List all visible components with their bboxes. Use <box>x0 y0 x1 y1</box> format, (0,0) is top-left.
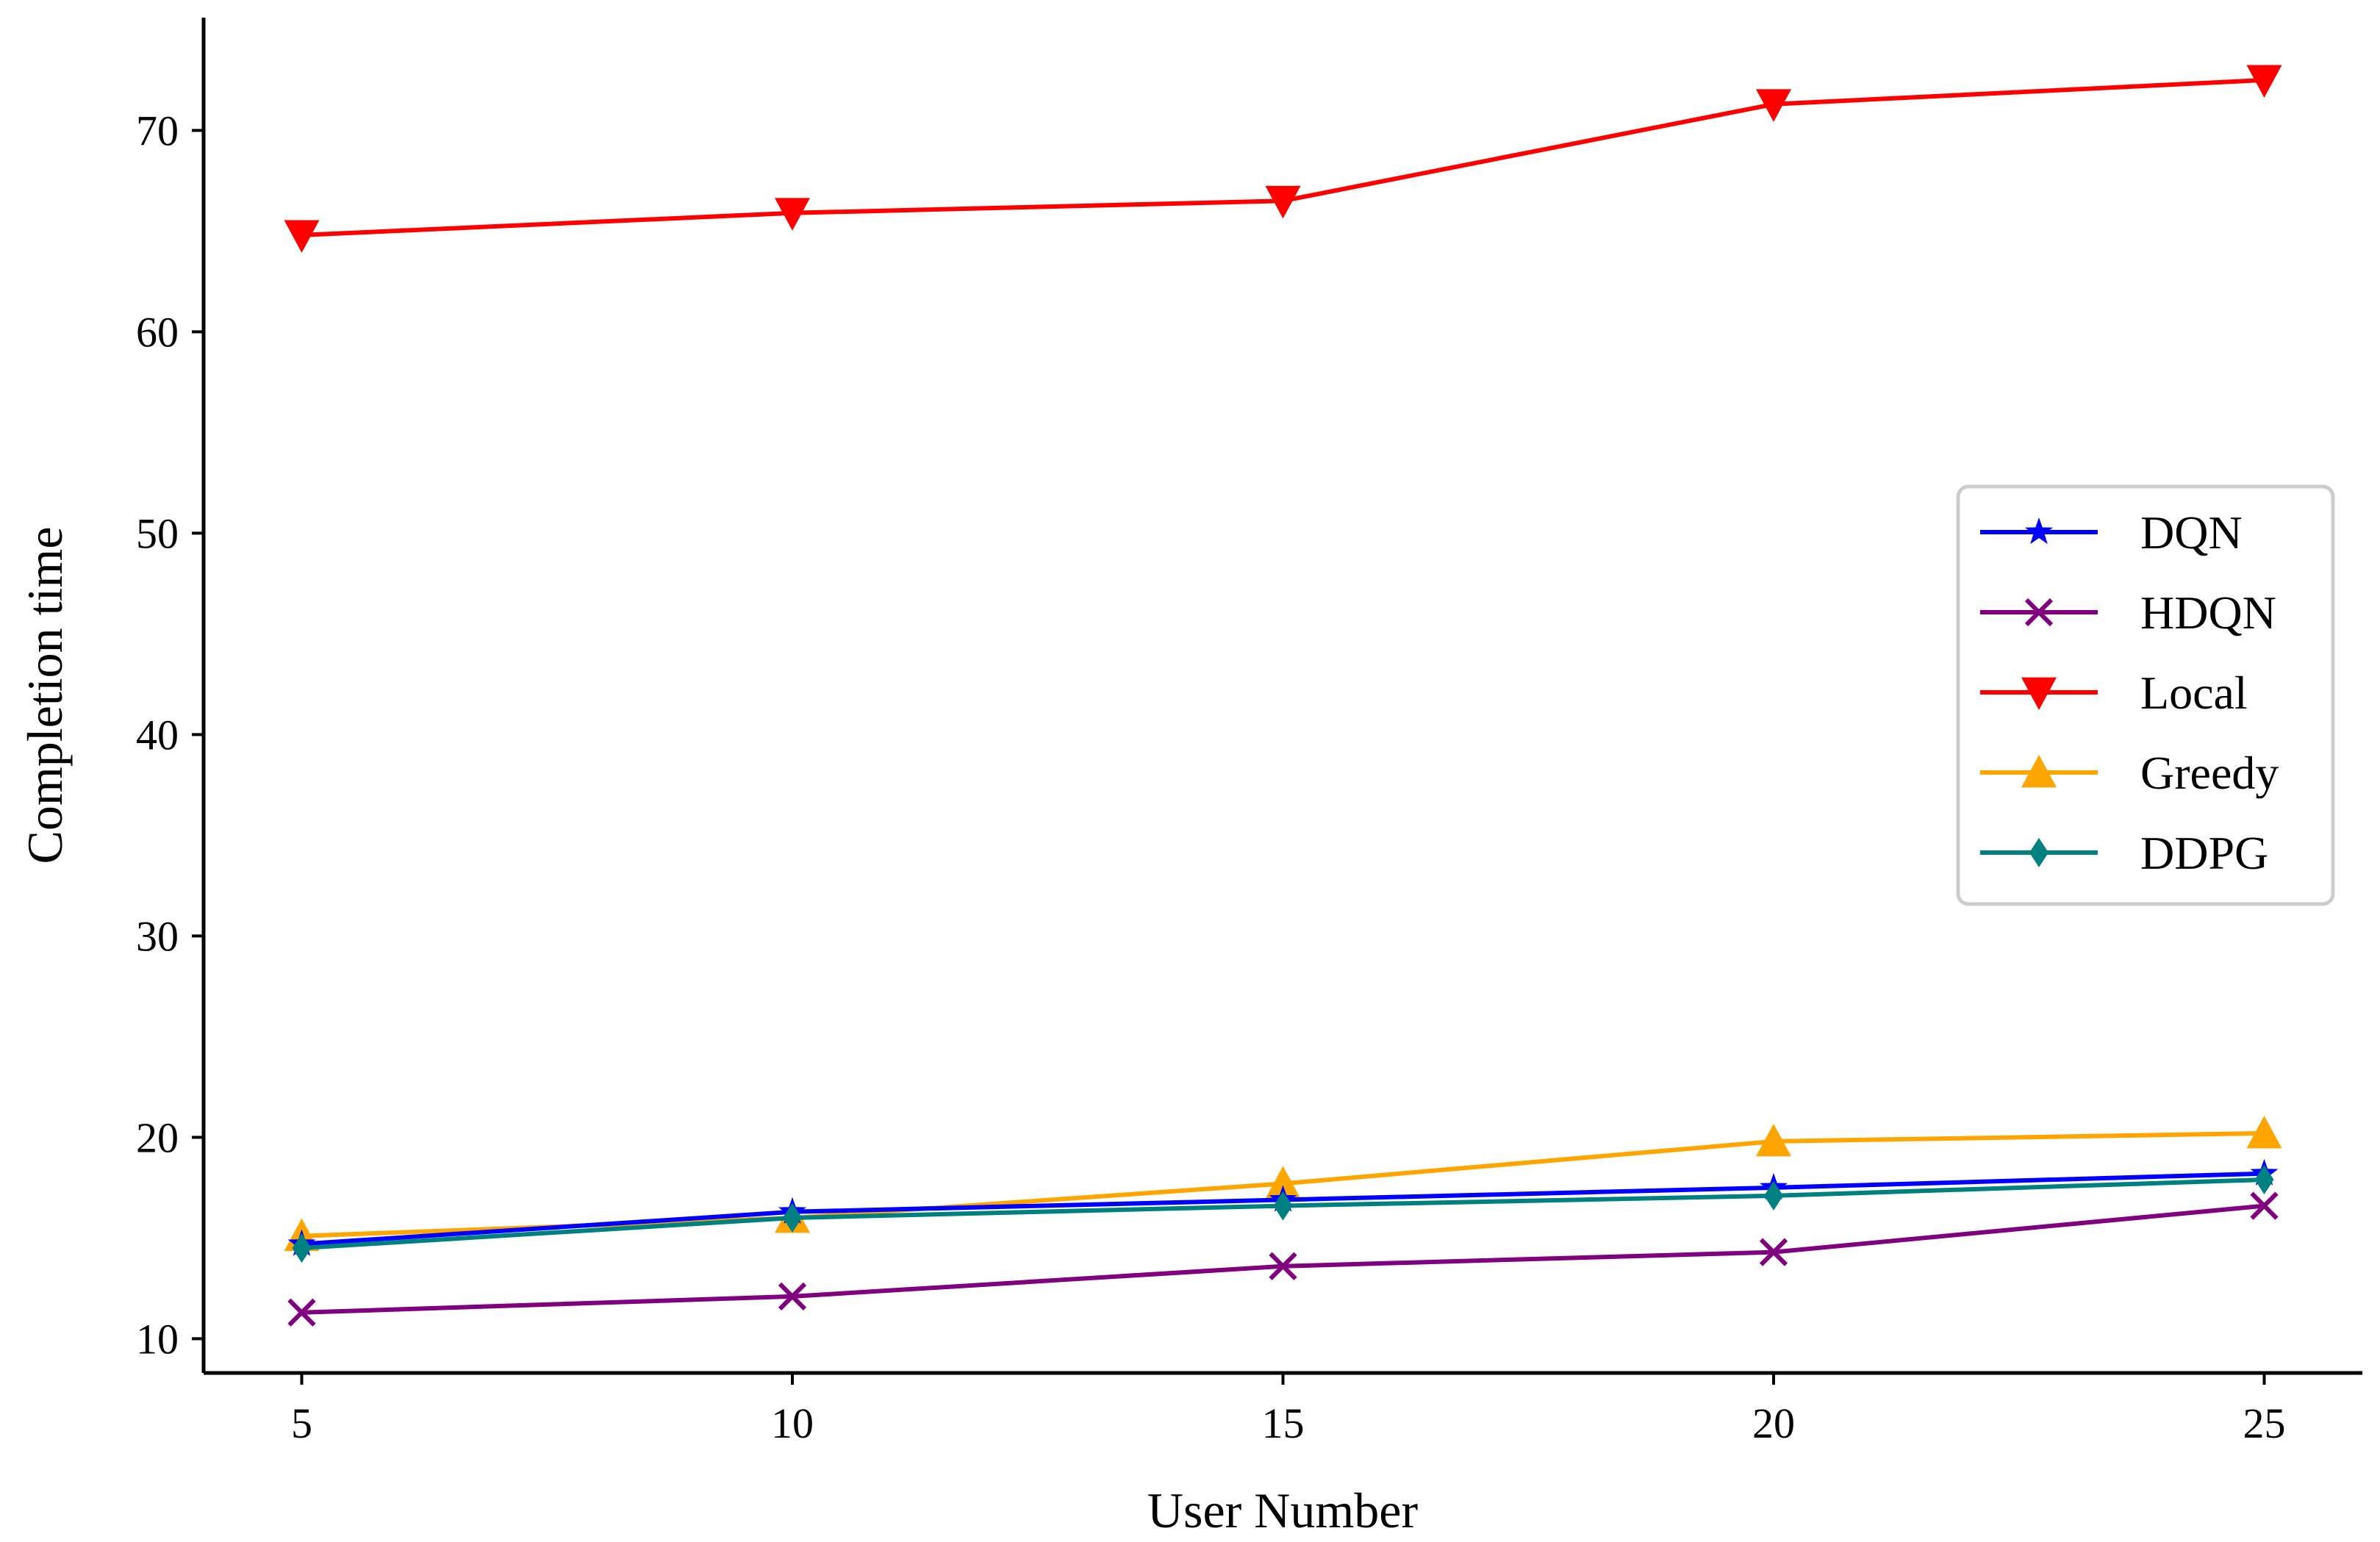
point-greedy-25 <box>2246 1115 2282 1149</box>
point-greedy-20 <box>1756 1123 1791 1157</box>
legend-entries: DQN HDQN Local Greedy DDPG <box>1980 506 2279 879</box>
legend-box <box>1956 484 2335 906</box>
y-tick-label-30: 30 <box>136 912 179 960</box>
point-hdqn-5 <box>287 1298 316 1327</box>
legend-label-local: Local <box>2140 667 2248 719</box>
legend-marker-ddpg <box>2029 838 2049 867</box>
y-tick-label-50: 50 <box>136 509 179 557</box>
point-local-5 <box>284 220 320 253</box>
series-layer <box>284 65 2282 1327</box>
x-tick-label-20: 20 <box>1752 1399 1795 1447</box>
legend-label-dqn: DQN <box>2140 506 2243 559</box>
point-local-15 <box>1265 185 1301 219</box>
y-tick-label-40: 40 <box>136 711 179 759</box>
y-axis-title: Completion time <box>17 527 73 864</box>
point-hdqn-25 <box>2250 1191 2279 1220</box>
point-local-10 <box>775 198 810 231</box>
point-local-20 <box>1756 89 1791 122</box>
legend-label-greedy: Greedy <box>2140 747 2279 799</box>
y-tick-label-60: 60 <box>136 308 179 356</box>
legend-entry-greedy: Greedy <box>1980 747 2279 799</box>
legend-marker-hdqn <box>2024 598 2054 627</box>
legend-label-hdqn: HDQN <box>2140 587 2276 639</box>
x-axis-title: User Number <box>1147 1482 1419 1538</box>
point-ddpg-25 <box>2254 1164 2274 1194</box>
point-ddpg-15 <box>1273 1191 1293 1221</box>
legend-entry-local: Local <box>1980 667 2248 719</box>
point-hdqn-15 <box>1269 1252 1297 1280</box>
point-greedy-15 <box>1265 1166 1301 1199</box>
series-local <box>284 65 2282 253</box>
point-ddpg-5 <box>292 1233 312 1263</box>
x-tick-label-25: 25 <box>2243 1399 2286 1447</box>
legend-marker-dqn <box>2025 517 2053 545</box>
series-line-hdqn <box>301 1203 2265 1315</box>
point-ddpg-20 <box>1764 1180 1783 1211</box>
point-hdqn-20 <box>1759 1238 1788 1266</box>
legend-marker-local <box>2021 677 2057 710</box>
y-tick-label-70: 70 <box>136 107 179 154</box>
point-ddpg-10 <box>783 1203 802 1233</box>
x-tick-label-5: 5 <box>291 1399 312 1447</box>
y-tick-label-20: 20 <box>136 1114 179 1161</box>
series-hdqn <box>287 1191 2279 1327</box>
legend: DQN HDQN Local Greedy DDPG <box>1956 484 2335 906</box>
legend-entry-ddpg: DDPG <box>1980 827 2268 879</box>
legend-label-ddpg: DDPG <box>2140 827 2268 879</box>
legend-marker-greedy <box>2021 755 2057 788</box>
point-local-25 <box>2246 65 2282 98</box>
legend-entry-hdqn: HDQN <box>1980 587 2276 639</box>
legend-entry-dqn: DQN <box>1980 506 2243 559</box>
point-hdqn-10 <box>778 1282 807 1311</box>
x-ticks: 5 10 15 20 25 <box>291 1373 2286 1447</box>
y-ticks: 10 20 30 40 50 60 70 <box>136 107 204 1363</box>
x-tick-label-15: 15 <box>1262 1399 1305 1447</box>
y-tick-label-10: 10 <box>136 1315 179 1363</box>
x-tick-label-10: 10 <box>771 1399 814 1447</box>
series-ddpg <box>292 1164 2274 1263</box>
